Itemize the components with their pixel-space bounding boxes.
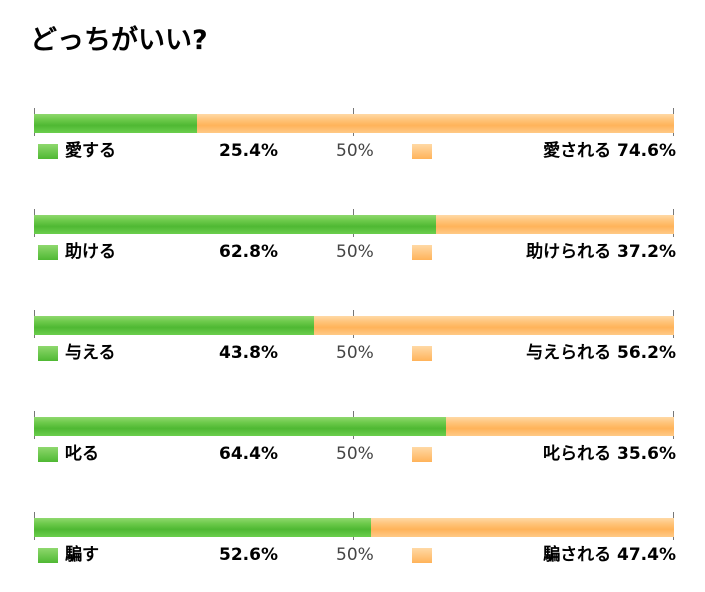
bar-segment-b <box>371 518 674 537</box>
stacked-bar <box>34 417 674 436</box>
stacked-bar <box>34 518 674 537</box>
chart-row: 叱る 64.4% 50% 叱られる 35.6% <box>0 411 705 481</box>
chart-row: 与える 43.8% 50% 与えられる 56.2% <box>0 310 705 380</box>
value-a: 25.4% <box>219 141 278 161</box>
bar-segment-b <box>446 417 674 436</box>
bar-segment-b <box>197 114 674 133</box>
label-a: 叱る <box>65 444 99 464</box>
label-a: 与える <box>65 343 116 363</box>
legend-swatch-a <box>38 548 58 563</box>
midpoint-label: 50% <box>336 343 374 363</box>
midpoint-label: 50% <box>336 141 374 161</box>
stacked-bar <box>34 114 674 133</box>
label-b-value: 叱られる 35.6% <box>543 444 676 464</box>
label-b-value: 助けられる 37.2% <box>526 242 676 262</box>
chart-row: 助ける 62.8% 50% 助けられる 37.2% <box>0 209 705 279</box>
midpoint-label: 50% <box>336 444 374 464</box>
legend-swatch-b <box>412 447 432 462</box>
value-a: 43.8% <box>219 343 278 363</box>
label-b-value: 騙される 47.4% <box>543 545 676 565</box>
label-a: 愛する <box>65 141 116 161</box>
bar-segment-a <box>34 114 197 133</box>
value-a: 64.4% <box>219 444 278 464</box>
chart-row: 愛する 25.4% 50% 愛される 74.6% <box>0 108 705 178</box>
label-a: 助ける <box>65 242 116 262</box>
bar-segment-a <box>34 215 436 234</box>
legend-swatch-a <box>38 447 58 462</box>
legend-swatch-b <box>412 548 432 563</box>
page-title: どっちがいい? <box>30 25 208 56</box>
legend-swatch-a <box>38 245 58 260</box>
label-b-value: 愛される 74.6% <box>543 141 676 161</box>
label-a: 騙す <box>65 545 99 565</box>
midpoint-label: 50% <box>336 242 374 262</box>
bar-segment-b <box>436 215 674 234</box>
bar-segment-a <box>34 417 446 436</box>
value-a: 52.6% <box>219 545 278 565</box>
value-a: 62.8% <box>219 242 278 262</box>
bar-segment-b <box>314 316 674 335</box>
legend-swatch-b <box>412 144 432 159</box>
legend-swatch-a <box>38 144 58 159</box>
bar-segment-a <box>34 518 371 537</box>
legend-swatch-b <box>412 245 432 260</box>
stacked-bar <box>34 316 674 335</box>
stacked-bar <box>34 215 674 234</box>
label-b-value: 与えられる 56.2% <box>526 343 676 363</box>
legend-swatch-a <box>38 346 58 361</box>
bar-segment-a <box>34 316 314 335</box>
midpoint-label: 50% <box>336 545 374 565</box>
legend-swatch-b <box>412 346 432 361</box>
chart-row: 騙す 52.6% 50% 騙される 47.4% <box>0 512 705 582</box>
